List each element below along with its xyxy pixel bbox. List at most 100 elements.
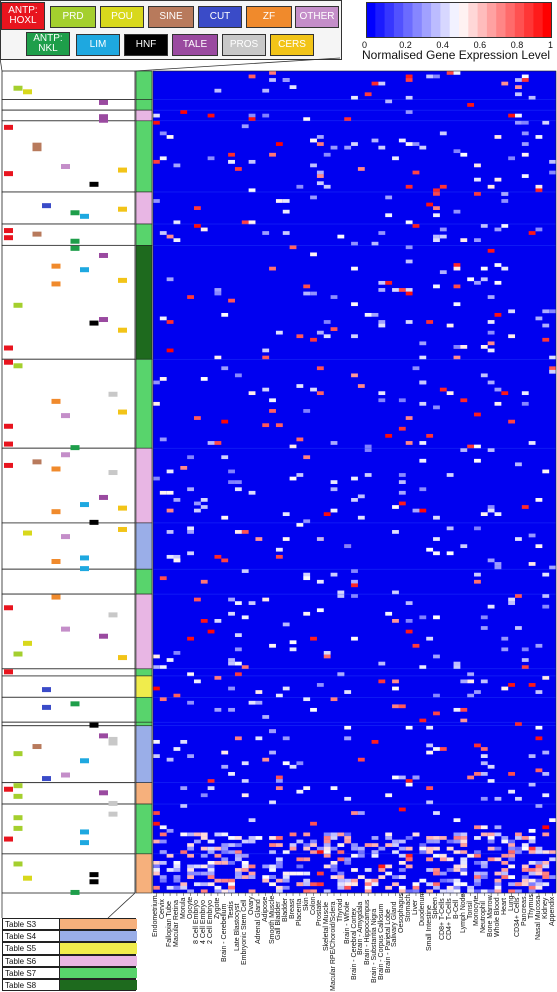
heatmap-cell	[330, 295, 338, 299]
heatmap-cell	[398, 426, 406, 431]
heatmap-cell	[549, 366, 556, 371]
heatmap-cell	[330, 832, 338, 837]
heatmap-cell	[330, 697, 338, 702]
heatmap-cell	[344, 690, 352, 694]
gene-class-mark	[118, 277, 127, 283]
table-key-swatch	[59, 919, 137, 930]
heatmap-cell	[521, 875, 529, 879]
gene-class-mark	[4, 423, 13, 429]
heatmap-cell	[248, 117, 256, 122]
heatmap-cell	[508, 864, 516, 869]
heatmap-cell	[419, 846, 427, 851]
heatmap-cell	[480, 266, 488, 271]
heatmap-cell	[528, 441, 536, 445]
gene-class-mark	[23, 89, 32, 95]
gene-class-mark	[99, 114, 108, 120]
heatmap-cell	[159, 316, 167, 321]
heatmap-cell	[480, 825, 488, 830]
heatmap-cell	[535, 643, 543, 648]
heatmap-cell	[515, 92, 522, 97]
heatmap-cell	[446, 71, 454, 75]
heatmap-cell	[344, 796, 352, 801]
heatmap-cell	[269, 78, 276, 82]
heatmap-cell	[228, 658, 235, 662]
heatmap-cell	[228, 889, 235, 894]
heatmap-cell	[166, 530, 174, 534]
heatmap-cell	[433, 234, 440, 239]
heatmap-cell	[173, 885, 181, 890]
heatmap-cell	[412, 832, 420, 837]
heatmap-cell	[392, 686, 399, 691]
heatmap-cell	[392, 775, 399, 780]
gene-class-mark	[61, 534, 70, 540]
heatmap-cell	[166, 508, 174, 513]
heatmap-cell	[255, 736, 263, 741]
heatmap-cell	[453, 885, 461, 890]
heatmap-cell	[248, 889, 256, 894]
gene-group-box	[1, 70, 136, 100]
heatmap-cell	[398, 846, 406, 851]
heatmap-cell	[542, 793, 550, 798]
gene-class-mark	[70, 210, 80, 216]
heatmap-cell	[521, 505, 529, 509]
heatmap-cell	[255, 690, 263, 694]
heatmap-cell	[275, 836, 283, 840]
heatmap-cell	[296, 522, 304, 527]
heatmap-cell	[180, 832, 188, 837]
heatmap-cell	[371, 882, 379, 887]
heatmap-cell	[392, 619, 399, 623]
tissue-label: Whole Blood	[493, 896, 501, 937]
heatmap-cell	[344, 885, 352, 890]
heatmap-cell	[262, 113, 270, 118]
heatmap-cell	[419, 145, 427, 150]
heatmap-cell	[153, 199, 160, 203]
heatmap-cell	[508, 419, 516, 424]
heatmap-cell	[433, 615, 440, 620]
heatmap-cell	[453, 302, 461, 307]
heatmap-cell	[528, 562, 536, 566]
heatmap-cell	[508, 309, 516, 314]
gene-class-mark	[4, 359, 13, 365]
gene-class-mark	[51, 559, 61, 564]
heatmap-cell	[392, 704, 399, 709]
heatmap-cell	[412, 643, 420, 648]
heatmap-cell	[310, 821, 317, 826]
heatmap-cell	[535, 725, 543, 730]
table-strip-segment	[135, 696, 153, 723]
heatmap-cell	[480, 277, 488, 282]
heatmap-cell	[248, 700, 256, 705]
heatmap-cell	[508, 889, 516, 894]
heatmap-cell	[412, 889, 420, 894]
heatmap-cell	[528, 878, 536, 883]
heatmap-cell	[187, 672, 194, 677]
gene-class-chip: PRD	[50, 6, 96, 28]
heatmap-cell	[344, 839, 352, 844]
gene-class-mark	[13, 793, 23, 799]
heatmap-cell	[501, 191, 509, 196]
gene-class-mark	[80, 213, 89, 219]
heatmap-cell	[241, 665, 249, 670]
heatmap-cell	[166, 490, 174, 495]
colorbar-step	[393, 2, 404, 38]
heatmap-cell	[275, 857, 283, 862]
heatmap-cell	[480, 875, 488, 879]
gene-class-mark	[89, 722, 99, 728]
heatmap-cell	[549, 170, 556, 175]
heatmap-cell	[228, 469, 235, 474]
heatmap-cell	[419, 615, 427, 620]
heatmap-cell	[234, 661, 242, 666]
heatmap-cell	[378, 661, 386, 666]
gene-class-mark	[108, 612, 118, 618]
heatmap-cell	[535, 860, 543, 865]
heatmap-cell	[159, 131, 167, 136]
heatmap-cell	[487, 341, 495, 346]
heatmap-cell	[412, 142, 420, 146]
heatmap-cell	[337, 594, 345, 598]
heatmap-cell	[316, 882, 324, 887]
heatmap-cell	[385, 885, 393, 890]
heatmap-cell	[371, 878, 379, 883]
heatmap-cell	[330, 572, 338, 577]
heatmap-cell	[501, 836, 509, 840]
heatmap-cell	[392, 843, 399, 847]
gene-class-mark	[42, 704, 51, 710]
